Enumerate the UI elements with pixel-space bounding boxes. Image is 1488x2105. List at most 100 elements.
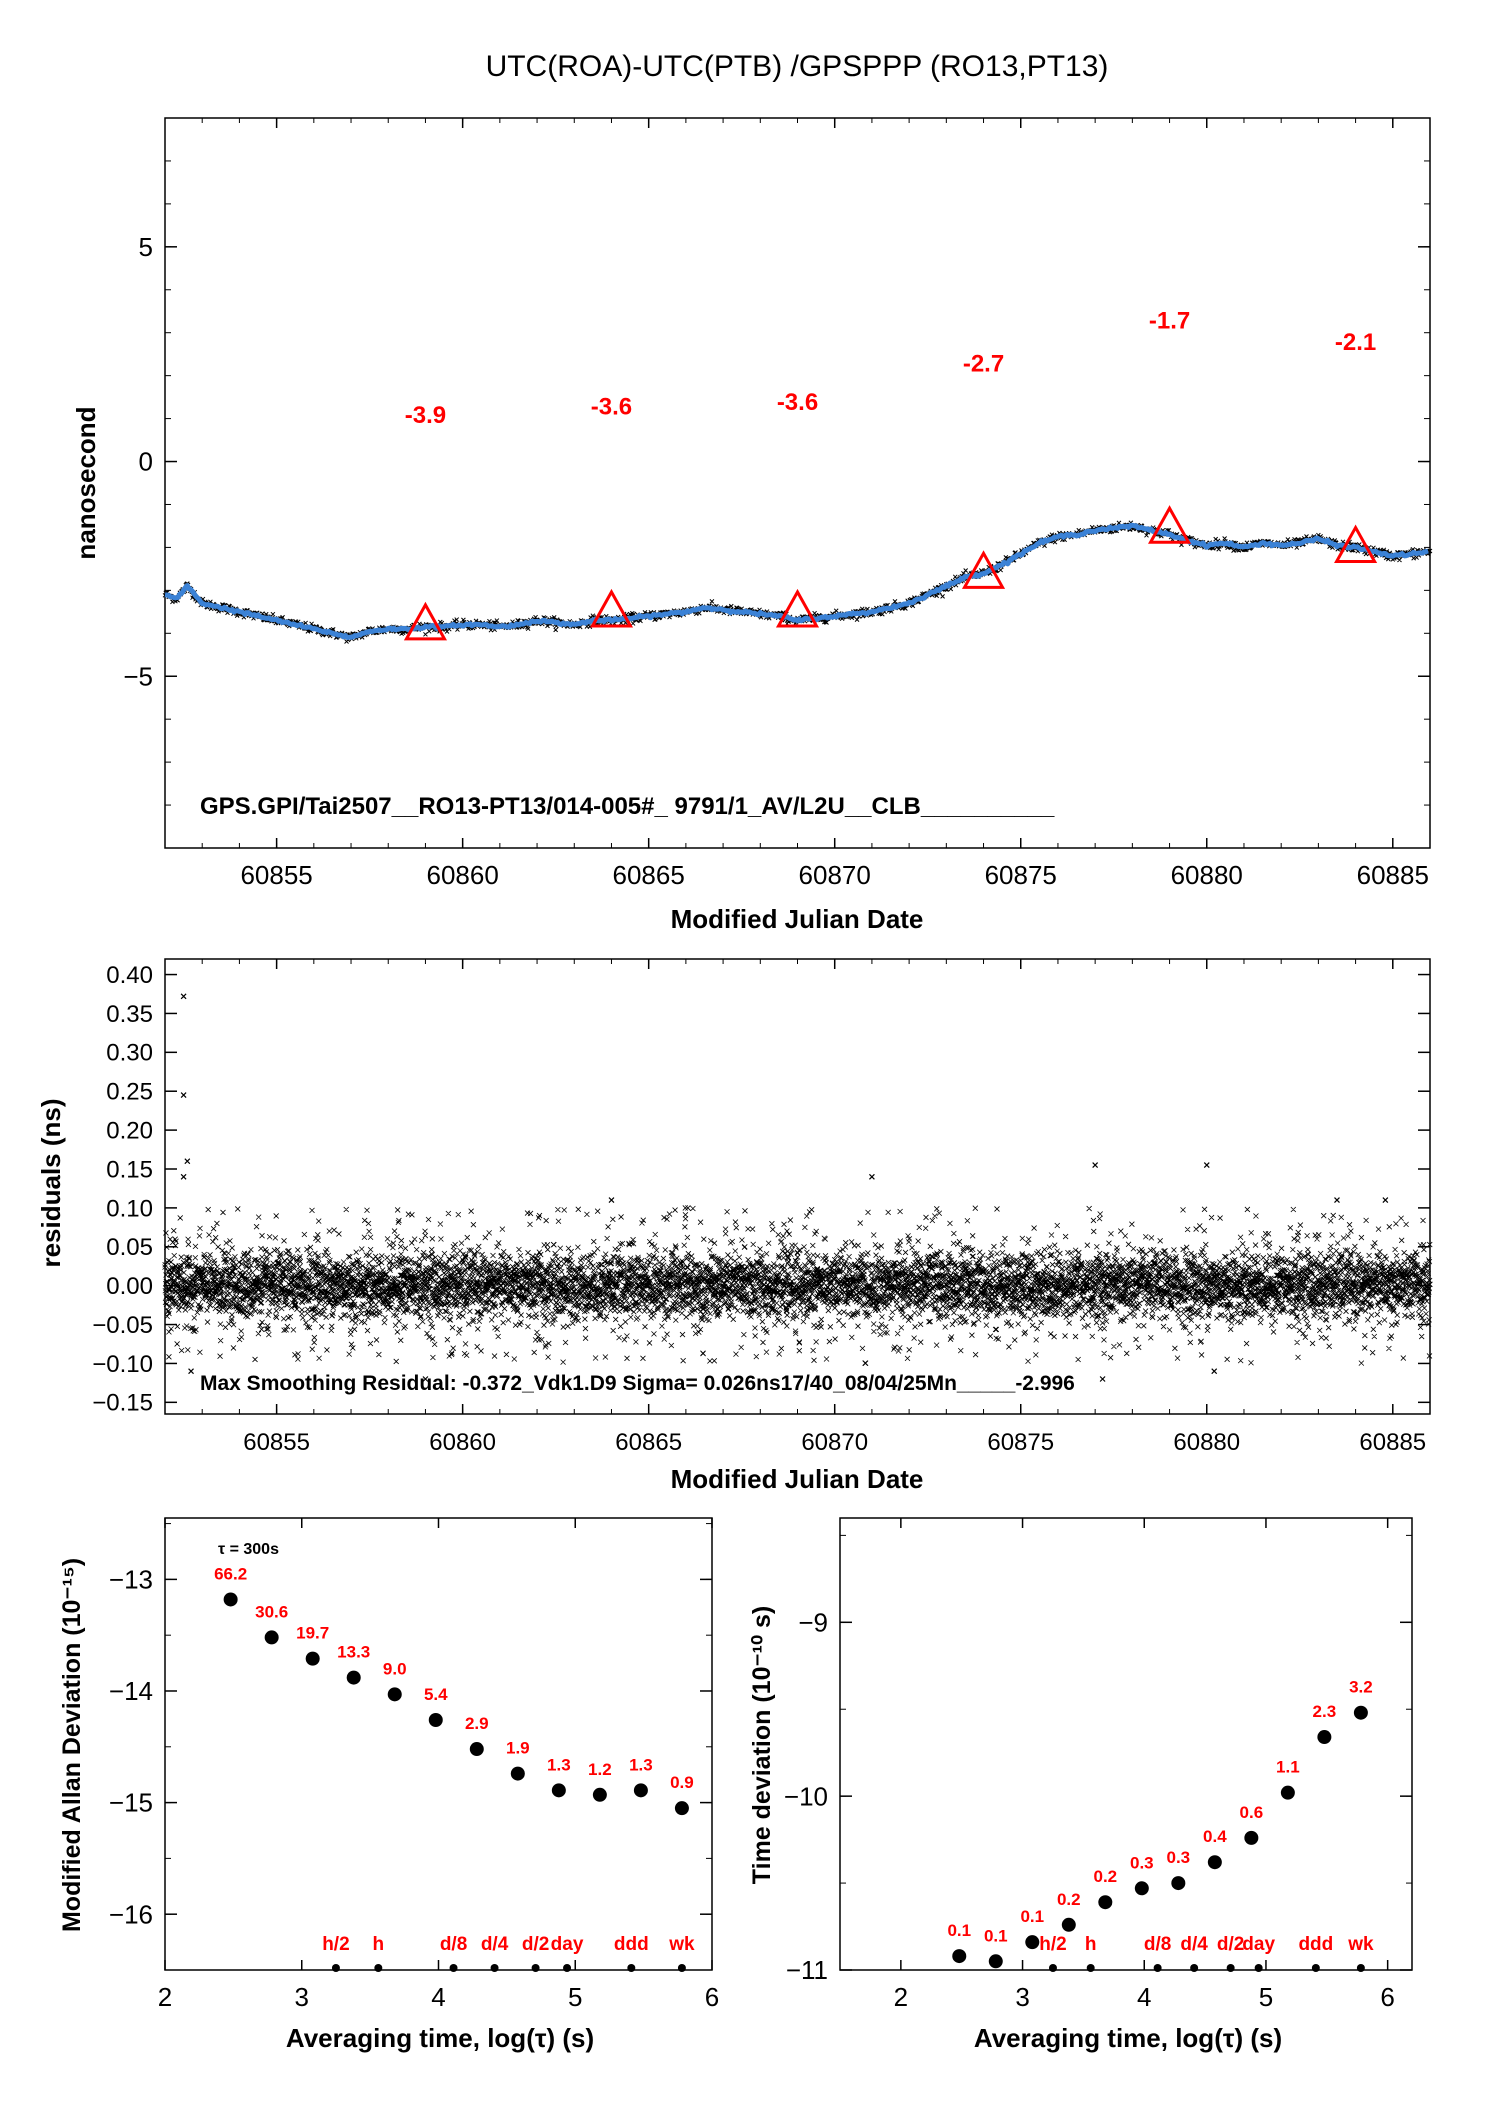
deviation-point xyxy=(952,1949,967,1964)
deviation-value-label: 0.1 xyxy=(947,1921,971,1940)
y-tick-label: −16 xyxy=(109,1899,153,1929)
time-mark-label: h/2 xyxy=(1039,1934,1066,1955)
top-marker-label: -1.7 xyxy=(1149,307,1190,334)
top-marker-label: -2.7 xyxy=(963,350,1004,377)
deviation-point xyxy=(346,1670,361,1685)
x-tick-label: 6 xyxy=(1380,1982,1394,2012)
y-tick-label: −10 xyxy=(784,1781,828,1811)
x-tick-label: 5 xyxy=(1259,1982,1273,2012)
deviation-point xyxy=(988,1954,1003,1969)
x-tick-label: 60875 xyxy=(987,1429,1054,1456)
y-tick-label: 0.05 xyxy=(106,1234,153,1261)
deviation-value-label: 0.1 xyxy=(984,1926,1008,1945)
mdev-y-axis-label: Modified Allan Deviation (10⁻¹⁵) xyxy=(58,1558,86,1932)
deviation-point xyxy=(1025,1935,1040,1950)
residuals-points xyxy=(162,993,1433,1382)
time-mark-label: d/4 xyxy=(1180,1934,1208,1955)
time-mark-dot xyxy=(1356,1964,1365,1972)
deviation-value-label: 9.0 xyxy=(383,1659,407,1678)
y-tick-label: −0.15 xyxy=(92,1390,153,1417)
time-mark-label: d/8 xyxy=(1144,1934,1171,1955)
top-triangle-marker xyxy=(775,588,820,628)
time-mark-dot xyxy=(1311,1964,1320,1972)
x-tick-label: 60865 xyxy=(613,860,685,890)
time-mark-label: ddd xyxy=(614,1934,649,1955)
residuals-footer-text: Max Smoothing Residual: -0.372_Vdk1.D9 S… xyxy=(200,1372,1075,1395)
x-tick-label: 60860 xyxy=(429,1429,496,1456)
y-tick-label: −15 xyxy=(109,1788,153,1818)
top-marker-label: -3.6 xyxy=(591,393,632,420)
y-tick-label: 0.10 xyxy=(106,1195,153,1222)
deviation-value-label: 1.1 xyxy=(1276,1758,1300,1777)
deviation-point xyxy=(223,1592,238,1607)
mdev-note: τ = 300s xyxy=(218,1541,279,1558)
time-mark-dot xyxy=(563,1964,572,1972)
deviation-point xyxy=(1353,1705,1368,1720)
y-tick-label: 5 xyxy=(139,232,153,262)
top-y-axis-label: nanosecond xyxy=(71,406,101,559)
deviation-point xyxy=(1134,1881,1149,1896)
top-marker-label: -3.6 xyxy=(777,389,818,416)
tdev-axis-ticks: 2 3 4 5 6 −9 −10 −11 xyxy=(784,1518,1412,2012)
y-tick-label: 0 xyxy=(139,447,153,477)
x-tick-label: 2 xyxy=(158,1982,172,2012)
x-tick-label: 2 xyxy=(894,1982,908,2012)
time-mark-label: d/2 xyxy=(522,1934,549,1955)
y-tick-label: 0.30 xyxy=(106,1040,153,1067)
y-tick-label: −13 xyxy=(109,1564,153,1594)
x-tick-label: 3 xyxy=(1015,1982,1029,2012)
top-triangle-marker xyxy=(403,601,447,641)
mdev-panel: 2 3 4 5 6 −13 −14 −15 −16 66.2 30.6 19.7 13.3 9.0 5.4… xyxy=(58,1517,719,2053)
x-tick-label: 4 xyxy=(431,1982,445,2012)
time-mark-label: h xyxy=(373,1934,385,1955)
time-mark-dot xyxy=(1190,1964,1199,1972)
residuals-axis-ticks: 60855 60860 60865 60870 60875 60880 60885 0.40 0… xyxy=(92,959,1431,1456)
residuals-x-axis-label: Modified Julian Date xyxy=(671,1464,924,1494)
y-tick-label: −14 xyxy=(109,1676,153,1706)
deviation-point xyxy=(1317,1730,1332,1745)
residuals-panel: 60855 60860 60865 60870 60875 60880 60885 0.40 0… xyxy=(36,958,1433,1494)
x-tick-label: 60870 xyxy=(799,860,871,890)
mdev-axis-ticks: 2 3 4 5 6 −13 −14 −15 −16 xyxy=(109,1518,719,2012)
deviation-point xyxy=(510,1766,525,1781)
deviation-point xyxy=(469,1742,484,1757)
deviation-value-label: 0.6 xyxy=(1240,1803,1264,1822)
deviation-value-label: 1.3 xyxy=(547,1755,571,1774)
top-axis-ticks: 60855 60860 60865 60870 60875 60880 60885 5 0 −5 xyxy=(123,117,1431,890)
y-tick-label: 0.00 xyxy=(106,1273,153,1300)
time-mark-dot xyxy=(1086,1964,1095,1972)
x-tick-label: 60880 xyxy=(1171,860,1243,890)
deviation-value-label: 1.2 xyxy=(588,1760,612,1779)
deviation-value-label: 0.2 xyxy=(1093,1867,1117,1886)
time-mark-label: d/8 xyxy=(440,1934,467,1955)
time-mark-label: day xyxy=(1242,1934,1275,1955)
y-tick-label: −11 xyxy=(786,1955,828,1985)
residual-points xyxy=(162,1205,1433,1366)
top-triangle-marker xyxy=(589,588,634,628)
top-series: -3.9 -3.6 -3.6 -2.7 -1.7 -2.1 xyxy=(162,307,1433,644)
deviation-point xyxy=(1280,1785,1295,1800)
x-tick-label: 5 xyxy=(568,1982,582,2012)
top-marker-label: -2.1 xyxy=(1335,329,1376,356)
top-triangle-marker xyxy=(1334,524,1378,564)
top-time-series-panel: 60855 60860 60865 60870 60875 60880 6088550−5 … xyxy=(71,117,1433,934)
deviation-point xyxy=(305,1651,320,1666)
deviation-value-label: 19.7 xyxy=(296,1624,329,1643)
figure-title: UTC(ROA)-UTC(PTB) /GPSPPP (RO13,PT13) xyxy=(486,50,1109,83)
time-mark-dot xyxy=(1254,1964,1263,1972)
deviation-value-label: 1.9 xyxy=(506,1739,530,1758)
top-marker-label: -3.9 xyxy=(405,402,446,429)
x-tick-label: 60855 xyxy=(240,860,312,890)
top-triangle-marker xyxy=(1148,505,1192,544)
tdev-x-axis-label: Averaging time, log(τ) (s) xyxy=(974,2023,1282,2053)
x-tick-label: 60870 xyxy=(801,1429,868,1456)
tdev-plot-frame xyxy=(839,1517,1413,1971)
deviation-point xyxy=(674,1801,689,1816)
tdev-panel: 2 3 4 5 6−9−10−11 0.1 0.10.10.20.20.3 0.30.40.… xyxy=(748,1517,1413,2053)
time-mark-dot xyxy=(1153,1964,1162,1972)
deviation-point xyxy=(428,1713,443,1728)
deviation-point xyxy=(1207,1855,1222,1870)
deviation-value-label: 0.4 xyxy=(1203,1827,1227,1846)
deviation-point xyxy=(1061,1917,1076,1932)
